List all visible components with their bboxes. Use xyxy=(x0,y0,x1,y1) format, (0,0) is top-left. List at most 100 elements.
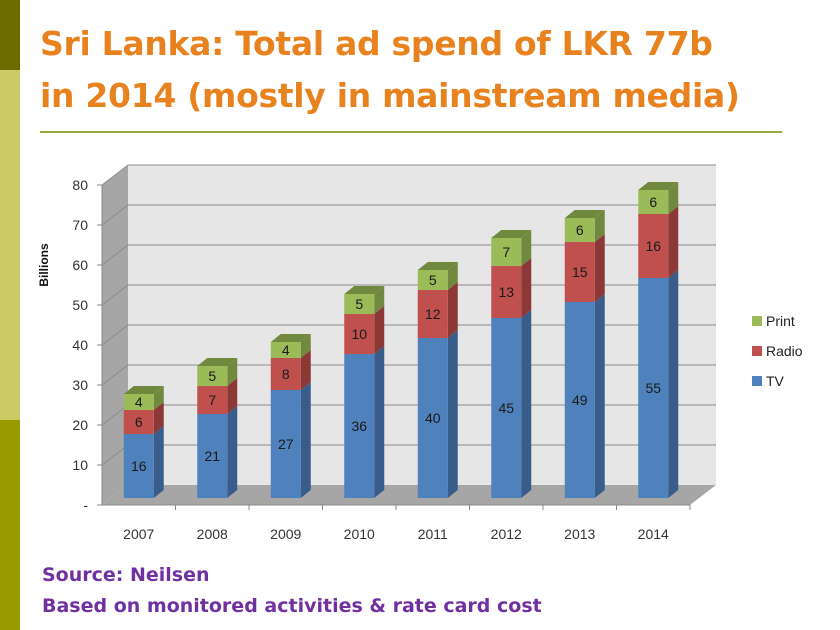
bar-top xyxy=(417,262,458,270)
data-label: 16 xyxy=(645,238,661,254)
bar-radio xyxy=(197,386,228,414)
bar-tv xyxy=(564,302,595,498)
bar-side-tv xyxy=(447,330,458,498)
bar-side-radio xyxy=(521,258,532,318)
y-tick-label: - xyxy=(83,497,88,513)
bar-radio xyxy=(564,242,595,302)
bar-radio xyxy=(344,314,375,354)
bar-radio xyxy=(123,410,154,434)
bar-side-radio xyxy=(447,282,458,338)
gridline-side xyxy=(101,204,129,226)
note-text: Based on monitored activities & rate car… xyxy=(42,595,542,617)
bar-tv xyxy=(270,390,301,498)
gridline-side xyxy=(101,444,129,466)
bar-top xyxy=(638,182,679,190)
bar-print xyxy=(270,342,301,358)
data-label: 16 xyxy=(131,458,147,474)
bar-tv xyxy=(197,414,228,498)
gridline-side xyxy=(101,324,129,346)
bar-top xyxy=(270,334,311,342)
bar-print xyxy=(417,270,448,290)
legend-label-print: Print xyxy=(766,313,795,329)
y-tick-label: 60 xyxy=(72,257,88,273)
bar-side-radio xyxy=(153,402,164,434)
y-tick-label: 20 xyxy=(72,417,88,433)
floor xyxy=(102,485,716,505)
x-tick-label: 2014 xyxy=(638,526,669,542)
bar-print xyxy=(123,394,154,410)
bar-radio xyxy=(638,214,669,278)
data-label: 5 xyxy=(355,296,363,312)
bar-top xyxy=(123,386,164,394)
bar-tv xyxy=(123,434,154,498)
data-label: 6 xyxy=(576,222,584,238)
data-label: 40 xyxy=(425,410,441,426)
bar-side-print xyxy=(594,210,605,242)
data-label: 27 xyxy=(278,436,294,452)
y-tick-label: 40 xyxy=(72,337,88,353)
y-tick-label: 30 xyxy=(72,377,88,393)
data-label: 12 xyxy=(425,306,441,322)
bar-top xyxy=(344,286,385,294)
bar-side-radio xyxy=(300,350,311,390)
bar-tv xyxy=(638,278,669,498)
y-tick-label: 70 xyxy=(72,217,88,233)
title-line-1: Sri Lanka: Total ad spend of LKR 77b xyxy=(40,24,713,63)
bar-tv xyxy=(417,338,448,498)
x-tick-label: 2009 xyxy=(270,526,301,542)
bar-side-tv xyxy=(594,294,605,498)
bar-side-print xyxy=(447,262,458,290)
title-divider xyxy=(40,131,782,133)
bar-tv xyxy=(344,354,375,498)
legend-swatch-radio xyxy=(752,346,762,356)
bar-top xyxy=(491,230,532,238)
bar-side-print xyxy=(521,230,532,266)
bar-tv xyxy=(491,318,522,498)
x-tick-label: 2013 xyxy=(564,526,595,542)
bar-top xyxy=(564,210,605,218)
gridline-side xyxy=(101,364,129,386)
legend-swatch-tv xyxy=(752,376,762,386)
gridline-side xyxy=(101,284,129,306)
bar-side-tv xyxy=(300,382,311,498)
data-label: 4 xyxy=(135,394,143,410)
legend-label-radio: Radio xyxy=(766,343,803,359)
x-tick-label: 2007 xyxy=(123,526,154,542)
sidebar-stripe-bottom xyxy=(0,420,20,630)
data-label: 36 xyxy=(351,418,367,434)
bar-side-radio xyxy=(594,234,605,302)
sidebar-stripe-top xyxy=(0,0,20,70)
stacked-bar-chart: - 10 20 30 40 50 60 70 80 Billions 2007 16 6 4 2008 21 7… xyxy=(37,164,803,542)
bar-side-tv xyxy=(227,406,238,498)
data-label: 10 xyxy=(351,326,367,342)
bar-side-print xyxy=(374,286,385,314)
bar-print xyxy=(491,238,522,266)
bar-print xyxy=(638,190,669,214)
bar-side-radio xyxy=(374,306,385,354)
bar-side-tv xyxy=(521,310,532,498)
bar-side-radio xyxy=(227,378,238,414)
title-line-2: in 2014 (mostly in mainstream media) xyxy=(40,76,740,115)
x-tick-label: 2011 xyxy=(418,526,448,542)
legend-swatch-print xyxy=(752,316,762,326)
bar-top xyxy=(197,358,238,366)
x-tick-label: 2010 xyxy=(344,526,375,542)
bar-print xyxy=(564,218,595,242)
slide-title: Sri Lanka: Total ad spend of LKR 77b in 2… xyxy=(40,18,740,122)
data-label: 5 xyxy=(208,368,216,384)
x-tick-label: 2008 xyxy=(197,526,228,542)
y-tick-label: 80 xyxy=(72,177,88,193)
bar-radio xyxy=(417,290,448,338)
sidebar-stripe-middle xyxy=(0,70,20,420)
y-tick-label: 10 xyxy=(72,457,88,473)
x-tick-label: 2012 xyxy=(491,526,522,542)
source-text: Source: Neilsen xyxy=(42,564,210,586)
data-label: 45 xyxy=(498,400,514,416)
data-label: 4 xyxy=(282,342,290,358)
data-label: 15 xyxy=(572,264,588,280)
bar-print xyxy=(197,366,228,386)
y-tick-label: 50 xyxy=(72,297,88,313)
bar-side-print xyxy=(668,182,679,214)
bar-radio xyxy=(270,358,301,390)
data-label: 5 xyxy=(429,272,437,288)
